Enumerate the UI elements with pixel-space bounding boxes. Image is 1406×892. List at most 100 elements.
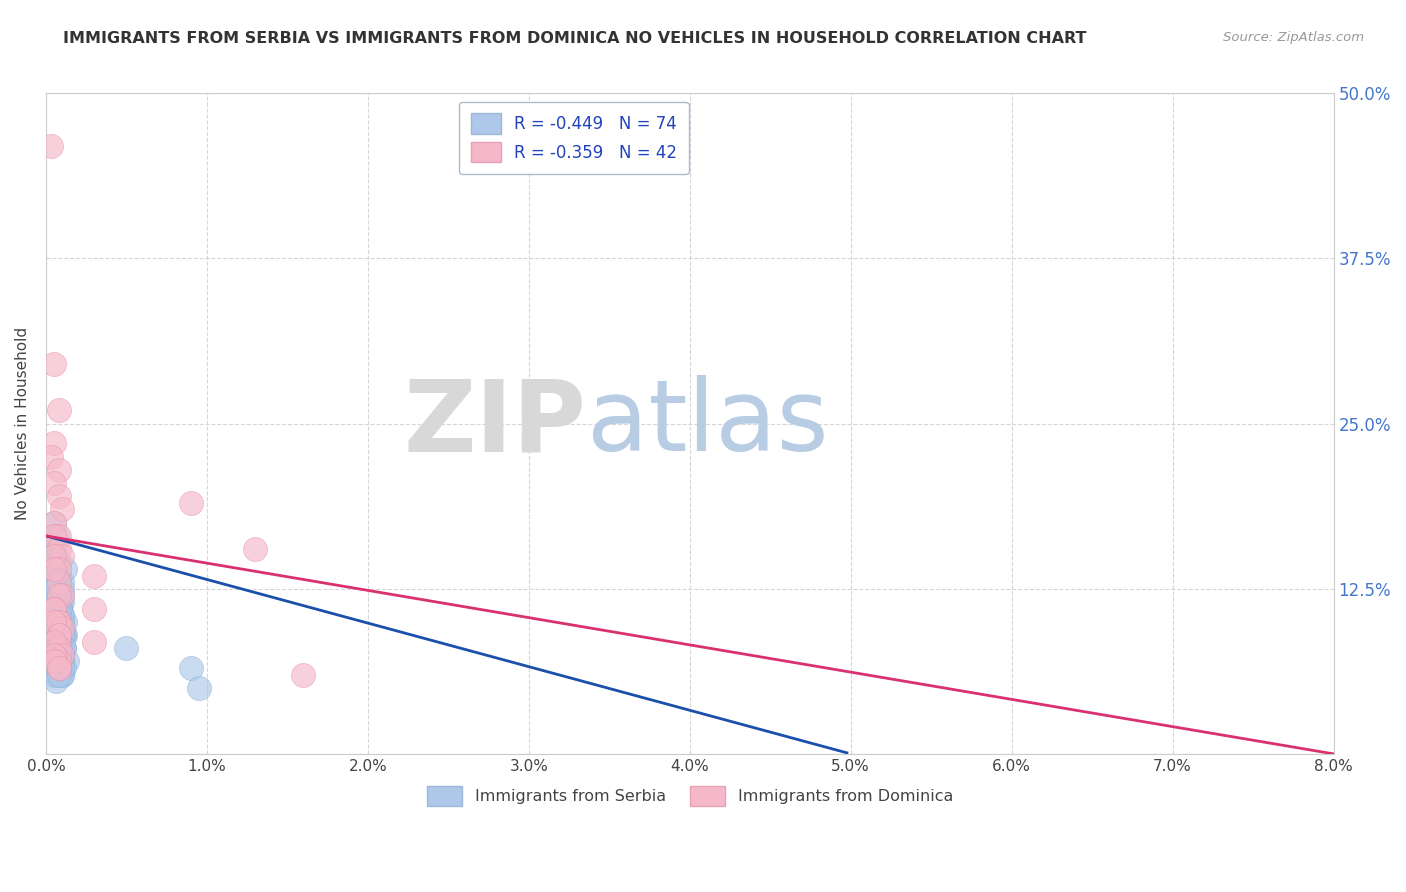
Point [48, 667, 70, 681]
Point [45, 648, 67, 662]
Point [187, 681, 209, 695]
Point [48, 615, 70, 629]
Point [48, 628, 70, 642]
Point [48, 529, 70, 543]
Point [48, 661, 70, 675]
Point [42, 516, 65, 530]
Point [42, 357, 65, 371]
Point [115, 641, 138, 656]
Point [42, 436, 65, 450]
Point [52, 661, 75, 675]
Point [53, 562, 76, 576]
Point [46, 529, 69, 543]
Point [51, 654, 73, 668]
Point [51, 582, 73, 596]
Point [51, 608, 73, 623]
Point [48, 575, 70, 590]
Point [180, 661, 202, 675]
Point [42, 615, 65, 629]
Point [51, 641, 73, 656]
Text: IMMIGRANTS FROM SERBIA VS IMMIGRANTS FROM DOMINICA NO VEHICLES IN HOUSEHOLD CORR: IMMIGRANTS FROM SERBIA VS IMMIGRANTS FRO… [63, 31, 1087, 46]
Point [48, 562, 70, 576]
Text: atlas: atlas [586, 376, 828, 472]
Point [51, 575, 73, 590]
Point [51, 667, 73, 681]
Point [53, 615, 76, 629]
Point [52, 628, 75, 642]
Point [48, 661, 70, 675]
Point [51, 654, 73, 668]
Point [48, 615, 70, 629]
Point [41, 555, 63, 569]
Point [39, 450, 62, 464]
Point [51, 615, 73, 629]
Point [48, 654, 70, 668]
Point [48, 628, 70, 642]
Point [48, 608, 70, 623]
Point [48, 582, 70, 596]
Point [42, 601, 65, 615]
Point [42, 562, 65, 576]
Point [45, 667, 67, 681]
Point [48, 654, 70, 668]
Point [51, 628, 73, 642]
Point [51, 595, 73, 609]
Point [51, 615, 73, 629]
Point [45, 674, 67, 689]
Point [42, 608, 65, 623]
Point [42, 628, 65, 642]
Point [48, 648, 70, 662]
Point [42, 516, 65, 530]
Point [292, 667, 315, 681]
Point [48, 654, 70, 668]
Point [42, 529, 65, 543]
Point [45, 641, 67, 656]
Point [42, 568, 65, 582]
Point [42, 582, 65, 596]
Point [49, 601, 72, 615]
Point [45, 615, 67, 629]
Text: ZIP: ZIP [404, 376, 586, 472]
Point [42, 542, 65, 557]
Point [46, 608, 69, 623]
Point [42, 648, 65, 662]
Point [45, 595, 67, 609]
Point [42, 667, 65, 681]
Point [48, 654, 70, 668]
Point [48, 615, 70, 629]
Point [49, 595, 72, 609]
Point [48, 654, 70, 668]
Point [83, 568, 105, 582]
Point [52, 641, 75, 656]
Point [48, 628, 70, 642]
Text: Source: ZipAtlas.com: Source: ZipAtlas.com [1223, 31, 1364, 45]
Point [45, 568, 67, 582]
Point [51, 502, 73, 516]
Point [56, 654, 79, 668]
Point [83, 601, 105, 615]
Point [48, 628, 70, 642]
Point [53, 628, 76, 642]
Point [52, 628, 75, 642]
Point [42, 634, 65, 648]
Point [42, 542, 65, 557]
Point [51, 628, 73, 642]
Point [46, 621, 69, 635]
Point [51, 667, 73, 681]
Point [49, 601, 72, 615]
Point [51, 588, 73, 602]
Point [42, 648, 65, 662]
Point [45, 582, 67, 596]
Point [46, 641, 69, 656]
Point [48, 568, 70, 582]
Point [46, 595, 69, 609]
Point [42, 654, 65, 668]
Point [51, 608, 73, 623]
Point [51, 588, 73, 602]
Point [48, 648, 70, 662]
Point [39, 139, 62, 153]
Point [48, 489, 70, 503]
Point [51, 641, 73, 656]
Point [51, 654, 73, 668]
Point [48, 615, 70, 629]
